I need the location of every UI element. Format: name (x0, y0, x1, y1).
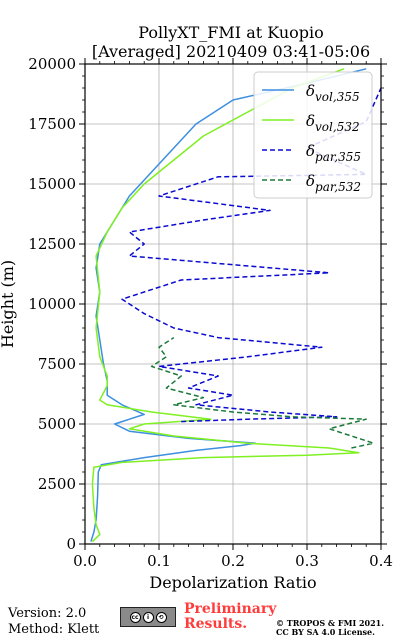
legend-label: δpar,355 (306, 142, 361, 164)
x-tick-label: 0.3 (295, 552, 319, 570)
copyright-line-2: CC BY SA 4.0 License. (276, 627, 375, 637)
x-tick-label: 0.4 (369, 552, 393, 570)
series-line-4 (150, 336, 375, 449)
x-tick-label: 0.0 (73, 552, 97, 570)
legend-label: δvol,532 (306, 112, 360, 134)
y-tick-label: 20000 (28, 55, 76, 73)
series-line-1 (90, 68, 367, 542)
method-text: Method: Klett (8, 622, 100, 637)
legend-box (253, 71, 373, 199)
by-icon: i (142, 611, 154, 623)
y-tick-label: 0 (66, 535, 76, 553)
y-tick-label: 15000 (28, 175, 76, 193)
y-tick-label: 17500 (28, 115, 76, 133)
version-text: Version: 2.0 (8, 606, 87, 621)
y-tick-label: 7500 (38, 355, 76, 373)
preliminary-line-2: Results. (184, 616, 248, 632)
version-info: Version: 2.0 Method: Klett (8, 606, 99, 638)
y-axis-label: Height (m) (0, 260, 17, 348)
sa-icon: ⟲ (155, 611, 167, 623)
chart-subtitle: [Averaged] 20210409 03:41-05:06 (92, 42, 370, 61)
copyright-line-1: © TROPOS & FMI 2021. (276, 618, 385, 628)
axis-ticks: 0.0 0.1 0.2 0.3 0.4 0 2500 5000 7500 10000 12500 15… (28, 55, 393, 570)
series-group (90, 68, 381, 543)
legend-label: δpar,532 (306, 172, 361, 194)
depolarization-chart: PollyXT_FMI at Kuopio [Averaged] 2021040… (0, 23, 393, 592)
x-tick-label: 0.2 (221, 552, 245, 570)
y-tick-label: 12500 (28, 235, 76, 253)
chart-title: PollyXT_FMI at Kuopio (138, 23, 324, 42)
series-line-2 (91, 68, 360, 543)
cc-license-badge[interactable]: cc i ⟲ (120, 607, 176, 627)
x-tick-label: 0.1 (147, 552, 171, 570)
y-tick-label: 2500 (38, 475, 76, 493)
y-tick-label: 5000 (38, 415, 76, 433)
y-tick-label: 10000 (28, 295, 76, 313)
series-line-3 (121, 87, 381, 423)
cc-icon: cc (129, 611, 141, 623)
legend: δvol,355 δvol,532 δpar,355 δpar,532 (253, 71, 373, 199)
copyright-note: © TROPOS & FMI 2021. CC BY SA 4.0 Licens… (276, 619, 384, 637)
legend-label: δvol,355 (306, 82, 360, 104)
x-axis-label: Depolarization Ratio (149, 573, 316, 592)
preliminary-line-1: Preliminary (184, 601, 277, 617)
preliminary-results-note: Preliminary Results. (184, 602, 276, 632)
